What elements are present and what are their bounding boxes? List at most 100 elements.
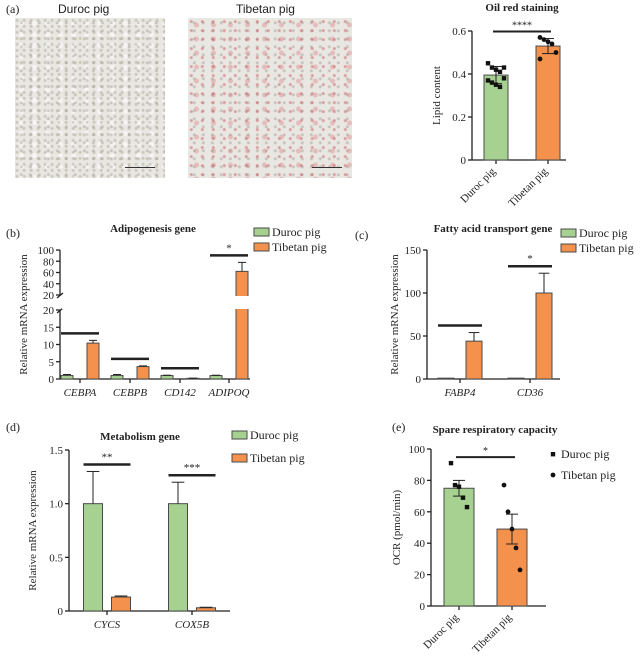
data-point-square — [460, 495, 466, 500]
y-tick-label: 0.4 — [452, 69, 466, 81]
bar-tibetan-pig — [136, 366, 150, 380]
y-tick-label: 10 — [43, 340, 55, 352]
panel-label-a: (a) — [6, 2, 20, 16]
significance-marker: * — [483, 446, 488, 457]
x-tick-label: Tibetan pig — [506, 165, 550, 209]
x-tick-label: CYCS — [94, 619, 121, 631]
y-tick-label: 80 — [414, 475, 426, 487]
x-tick-label: Duroc pig — [458, 165, 498, 205]
data-point-circle — [541, 37, 547, 42]
data-point-circle — [509, 526, 515, 532]
scale-bar — [125, 167, 155, 168]
significance-marker: * — [527, 253, 533, 265]
data-point-square — [493, 82, 499, 87]
adipogenesis-gene-chart: Adipogenesis gene Relative mRNA expressio… — [18, 223, 327, 399]
legend-circle-marker — [550, 472, 556, 478]
y-tick-label: 1.0 — [49, 499, 63, 511]
legend-swatch — [253, 227, 270, 237]
data-point-circle — [537, 35, 543, 40]
y-tick-label: 20 — [414, 570, 426, 582]
data-point-square — [485, 61, 491, 66]
chart-title: Oil red staining — [485, 2, 559, 14]
x-tick-label: CD36 — [517, 387, 544, 399]
data-point-square — [497, 84, 503, 90]
x-tick-label: Tibetan pig — [470, 611, 514, 655]
significance-marker: *** — [184, 462, 201, 474]
data-point-circle — [517, 567, 523, 573]
y-tick-label: 0 — [416, 374, 422, 386]
bar-duroc-pig — [110, 375, 124, 380]
data-point-circle — [553, 50, 559, 55]
panel-label-c: (c) — [355, 228, 369, 242]
y-tick-label: 20 — [43, 305, 55, 317]
legend-label: Tibetan pig — [250, 451, 305, 465]
y-tick-label: 0.5 — [49, 552, 63, 564]
chart-title: Fatty acid transport gene — [434, 223, 553, 235]
bar-tibetan-pig — [196, 607, 216, 612]
legend-label: Duroc pig — [250, 428, 298, 442]
y-tick-label: 1.5 — [49, 445, 63, 457]
data-point-square — [464, 504, 470, 510]
y-axis-label: Lipid content — [431, 66, 443, 125]
bar-duroc — [443, 487, 475, 607]
spare-respiratory-capacity-chart: Spare respiratory capacity OCR (pmol/min)… — [391, 424, 616, 655]
legend-swatch — [231, 453, 248, 463]
bar-tibetan-pig — [235, 270, 249, 380]
legend-swatch — [560, 228, 577, 238]
data-point-circle — [513, 545, 519, 551]
y-tick-label: 150 — [405, 245, 422, 257]
x-tick-label: CD142 — [164, 387, 196, 399]
legend-label: Duroc pig — [579, 226, 627, 240]
y-tick-label: 50 — [410, 331, 422, 343]
y-tick-label: 100 — [38, 245, 55, 257]
y-axis-label: Relative mRNA expression — [18, 254, 30, 375]
bar-duroc-pig — [507, 377, 525, 380]
x-tick-label: ADIPOQ — [208, 387, 250, 399]
legend-square-marker — [550, 452, 556, 457]
bar-tibetan-pig — [535, 292, 553, 380]
bar-tibetan-pig — [465, 340, 483, 380]
scale-bar — [312, 167, 342, 168]
bar-duroc-pig — [437, 377, 455, 380]
panel-label-b: (b) — [6, 226, 20, 240]
data-point-square — [501, 76, 507, 81]
chart-title: Metabolism gene — [100, 431, 180, 443]
significance-marker: **** — [512, 20, 532, 31]
bar-duroc-pig — [209, 375, 223, 380]
axis-break-gap — [62, 296, 252, 309]
bar-tibetan-pig — [111, 596, 131, 612]
data-point-square — [489, 65, 495, 70]
y-tick-label: 100 — [405, 288, 422, 300]
fatty-acid-transport-gene-chart: Fatty acid transport gene Relative mRNA e… — [389, 223, 634, 399]
data-point-circle — [537, 56, 543, 62]
chart-title: Spare respiratory capacity — [433, 424, 558, 436]
y-tick-label: 100 — [409, 444, 426, 456]
bar-duroc-pig — [60, 375, 74, 380]
y-tick-label: 0 — [49, 374, 55, 386]
bar-tibetan — [535, 45, 561, 161]
data-point-square — [448, 460, 454, 466]
data-point-circle — [545, 39, 551, 45]
data-point-square — [489, 80, 495, 85]
legend-label: Tibetan pig — [561, 468, 616, 482]
x-tick-label: CEBPA — [64, 387, 97, 399]
metabolism-gene-chart: Metabolism gene Relative mRNA expression 0… — [27, 428, 305, 631]
tibetan-image-caption: Tibetan pig — [236, 2, 295, 16]
bar-duroc-pig — [168, 503, 188, 612]
bar-tibetan-pig — [86, 342, 100, 380]
data-point-circle — [549, 41, 555, 47]
bar-duroc — [483, 74, 509, 161]
data-point-square — [456, 484, 462, 489]
y-tick-label: 80 — [43, 256, 55, 268]
legend-label: Tibetan pig — [579, 241, 634, 255]
legend-swatch — [231, 430, 248, 440]
data-point-square — [497, 69, 503, 75]
y-axis-label: Relative mRNA expression — [27, 470, 39, 591]
legend-label: Tibetan pig — [272, 240, 327, 254]
x-tick-label: CEBPB — [113, 387, 147, 399]
panel-label-e: (e) — [392, 420, 406, 434]
legend-label: Duroc pig — [272, 225, 320, 239]
data-point-square — [501, 65, 507, 70]
